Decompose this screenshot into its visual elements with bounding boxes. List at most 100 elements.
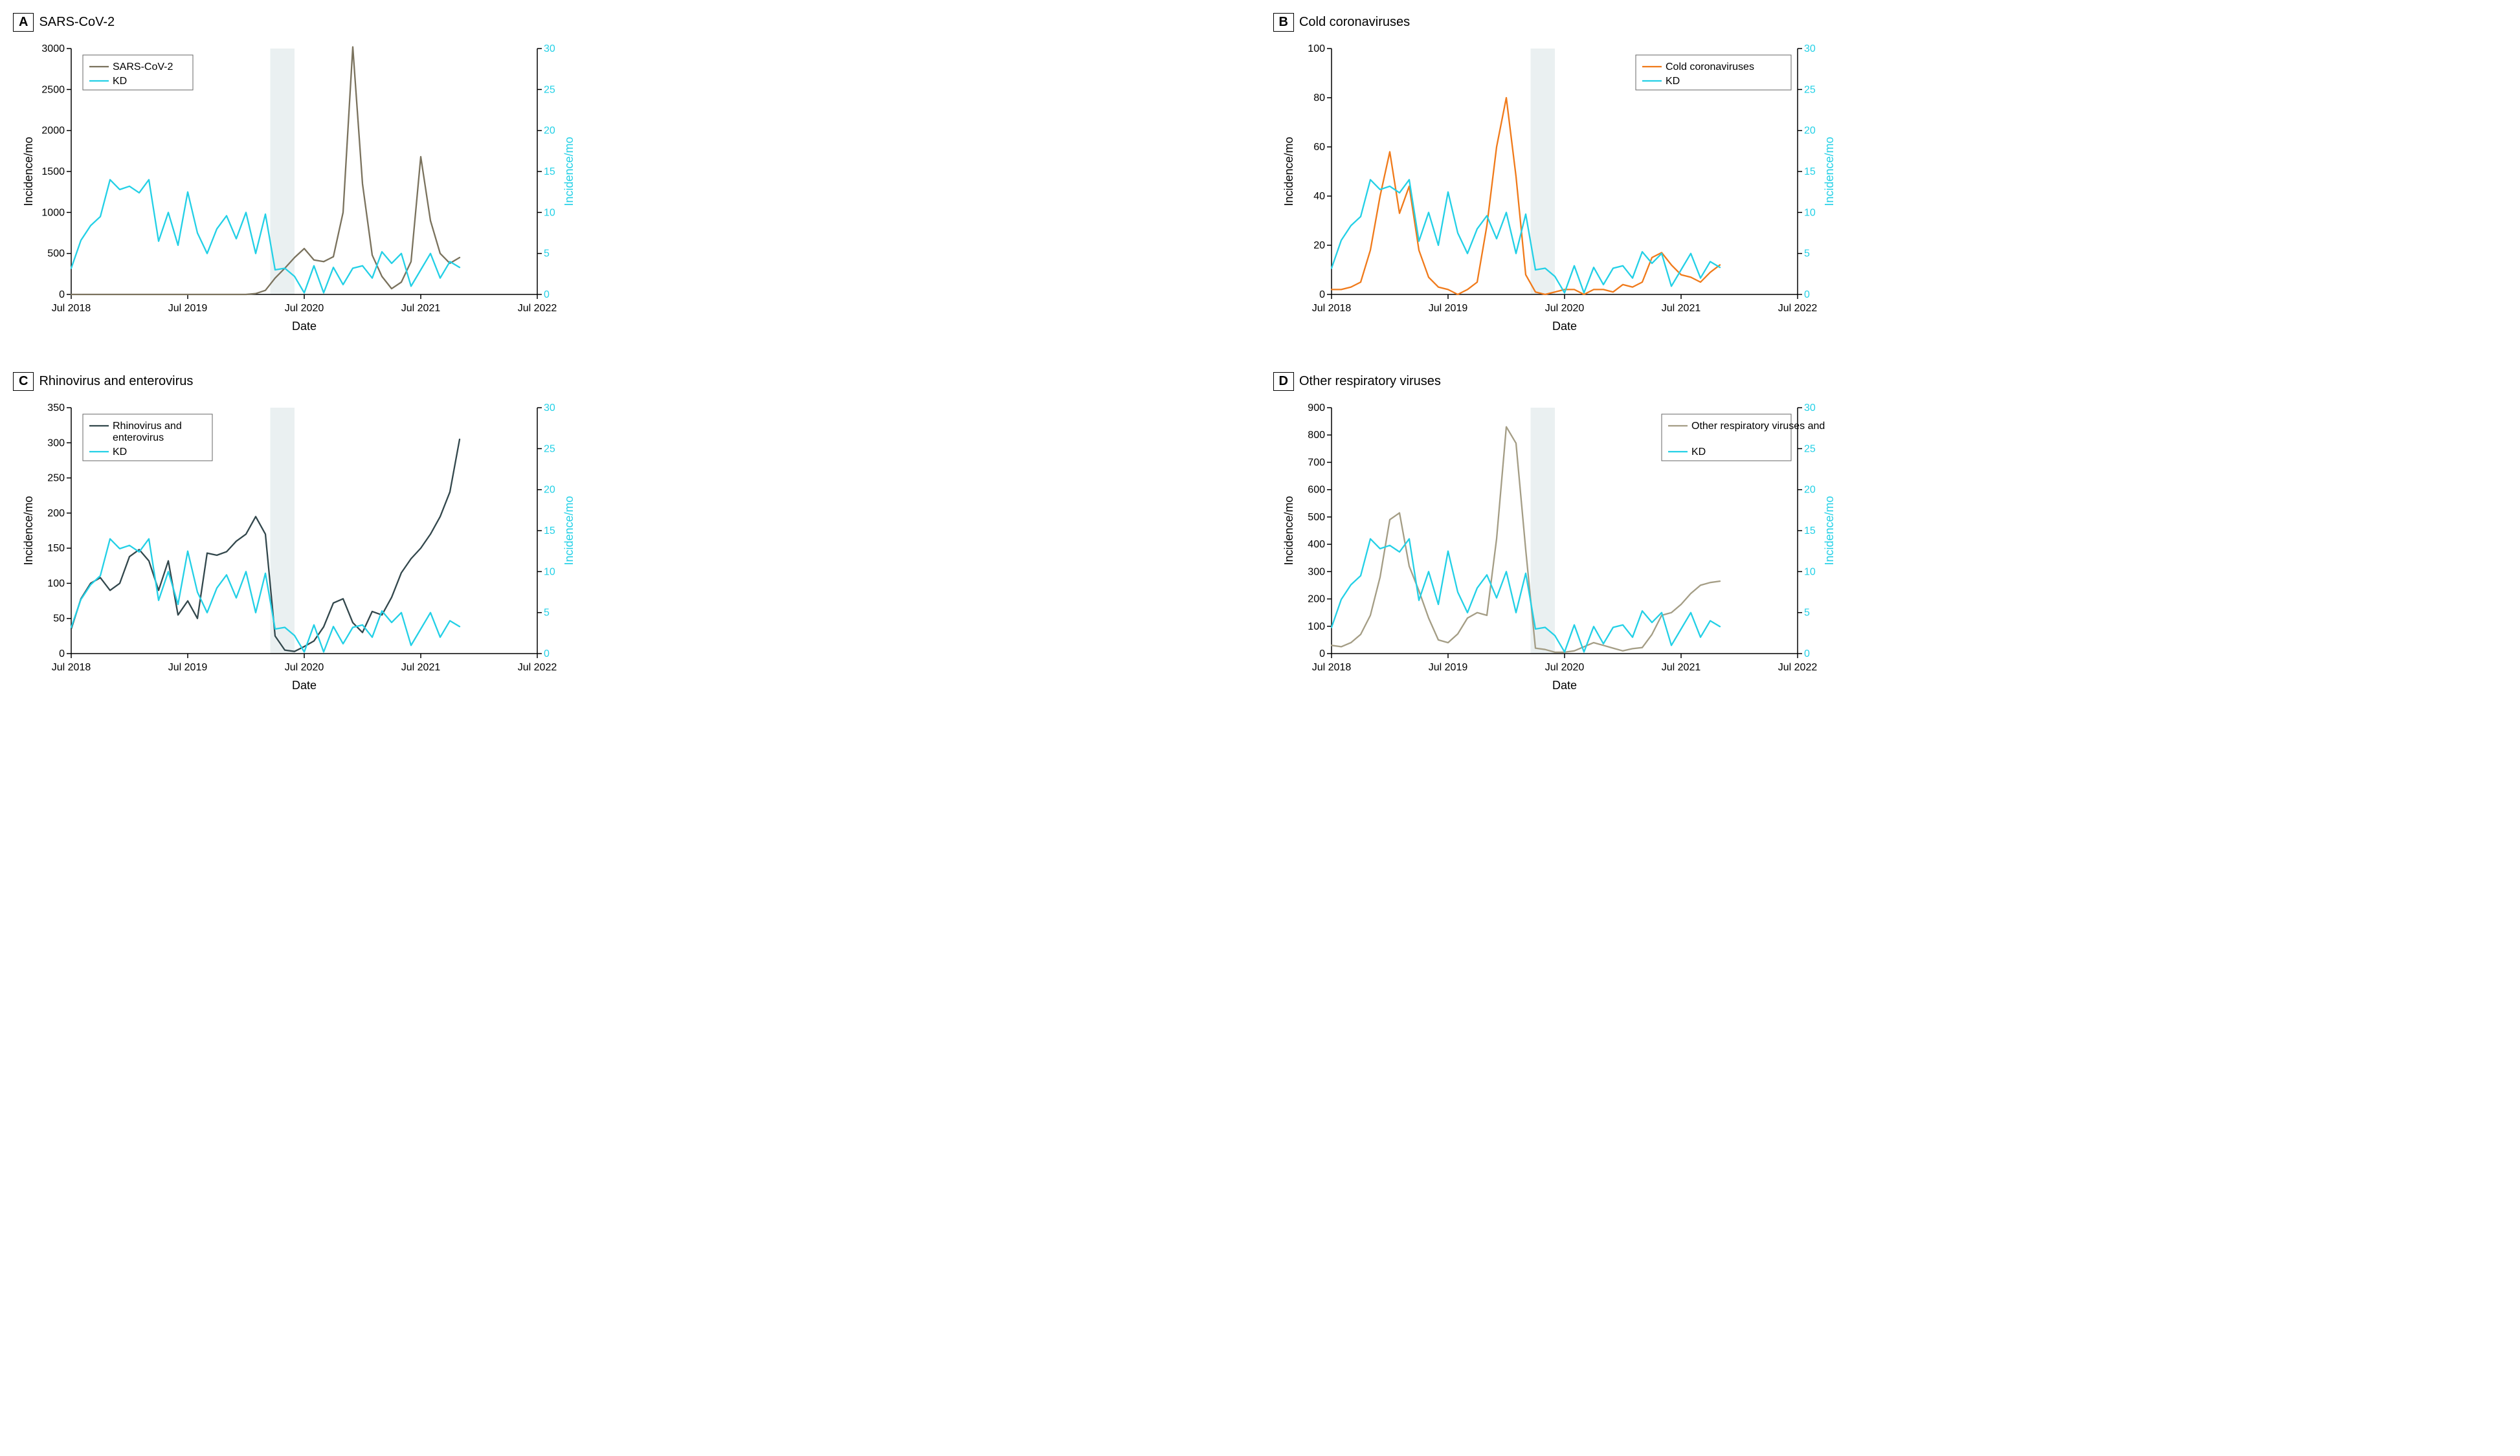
xtick: Jul 2020 xyxy=(285,662,324,673)
ytick-right: 10 xyxy=(1804,566,1816,577)
xtick: Jul 2020 xyxy=(1544,303,1584,314)
xtick: Jul 2022 xyxy=(518,303,557,314)
ytick-right: 5 xyxy=(544,248,550,259)
y-axis-left-title: Incidence/mo xyxy=(22,137,35,206)
ytick-right: 0 xyxy=(1804,648,1810,659)
legend-kd-label: KD xyxy=(113,447,127,458)
shaded-band xyxy=(1530,408,1555,654)
xtick: Jul 2019 xyxy=(1428,662,1467,673)
ytick-left: 700 xyxy=(1308,457,1325,468)
legend-series-label: Cold coronaviruses xyxy=(1666,61,1754,72)
y-axis-right-title: Incidence/mo xyxy=(563,137,575,206)
ytick-left: 2500 xyxy=(41,84,65,95)
xtick: Jul 2022 xyxy=(518,662,557,673)
panel-letter: C xyxy=(13,372,34,391)
y-axis-left-title: Incidence/mo xyxy=(1282,496,1295,565)
ytick-left: 0 xyxy=(1319,648,1325,659)
xtick: Jul 2018 xyxy=(52,303,91,314)
ytick-right: 25 xyxy=(1804,84,1816,95)
ytick-right: 15 xyxy=(1804,166,1816,177)
legend-series-label: SARS-CoV-2 xyxy=(113,61,173,72)
ytick-left: 200 xyxy=(47,508,65,519)
panel-grid: ASARS-CoV-2050010001500200025003000Incid… xyxy=(13,13,2507,718)
x-axis-title: Date xyxy=(1552,320,1576,333)
ytick-right: 5 xyxy=(1804,248,1810,259)
panel-C: CRhinovirus and enterovirus0501001502002… xyxy=(13,372,1247,718)
ytick-right: 25 xyxy=(544,84,555,95)
legend: Cold coronavirusesKD xyxy=(1636,55,1791,90)
ytick-left: 1500 xyxy=(41,166,65,177)
ytick-right: 5 xyxy=(1804,608,1810,619)
series-cold xyxy=(1332,98,1720,294)
legend-series-label-line2: enterovirus xyxy=(113,432,164,443)
ytick-left: 150 xyxy=(47,543,65,554)
ytick-left: 3000 xyxy=(41,43,65,54)
ytick-right: 30 xyxy=(544,43,555,54)
ytick-left: 80 xyxy=(1313,93,1325,104)
chart-svg: 0100200300400500600700800900Incidence/mo… xyxy=(1273,395,1856,718)
shaded-band xyxy=(1530,49,1555,294)
legend-series-label: Rhinovirus and xyxy=(113,421,182,432)
ytick-left: 0 xyxy=(1319,289,1325,300)
ytick-right: 0 xyxy=(544,289,550,300)
xtick: Jul 2020 xyxy=(285,303,324,314)
xtick: Jul 2020 xyxy=(1544,662,1584,673)
panel-header: D Other respiratory viruses xyxy=(1273,372,2508,391)
panel-B: BCold coronaviruses020406080100Incidence… xyxy=(1273,13,2508,359)
ytick-left: 100 xyxy=(47,578,65,589)
ytick-right: 30 xyxy=(1804,403,1816,414)
ytick-right: 15 xyxy=(544,525,555,536)
panel-header: C Rhinovirus and enterovirus xyxy=(13,372,1247,391)
y-axis-right-title: Incidence/mo xyxy=(563,496,575,565)
panel-title: Cold coronaviruses xyxy=(1299,15,1410,30)
ytick-left: 0 xyxy=(59,289,65,300)
shaded-band xyxy=(271,49,295,294)
legend-kd-label: KD xyxy=(1691,447,1706,458)
ytick-right: 15 xyxy=(544,166,555,177)
ytick-left: 600 xyxy=(1308,485,1325,496)
ytick-left: 400 xyxy=(1308,539,1325,550)
ytick-right: 30 xyxy=(544,403,555,414)
xtick: Jul 2019 xyxy=(168,303,208,314)
panel-letter: D xyxy=(1273,372,1294,391)
chart-svg: 050010001500200025003000Incidence/mo0510… xyxy=(13,36,596,359)
ytick-left: 0 xyxy=(59,648,65,659)
legend-series-label: Other respiratory viruses and xyxy=(1691,421,1825,432)
xtick: Jul 2019 xyxy=(1428,303,1467,314)
ytick-right: 25 xyxy=(1804,443,1816,454)
legend: Rhinovirus andenterovirus KD xyxy=(83,414,212,461)
ytick-left: 100 xyxy=(1308,621,1325,632)
ytick-left: 250 xyxy=(47,473,65,484)
legend-kd-label: KD xyxy=(113,76,127,87)
xtick: Jul 2018 xyxy=(52,662,91,673)
y-axis-left-title: Incidence/mo xyxy=(22,496,35,565)
ytick-left: 500 xyxy=(1308,512,1325,523)
ytick-left: 350 xyxy=(47,403,65,414)
panel-header: B Cold coronaviruses xyxy=(1273,13,2508,32)
xtick: Jul 2021 xyxy=(401,303,441,314)
xtick: Jul 2021 xyxy=(1661,662,1700,673)
panel-letter: B xyxy=(1273,13,1294,32)
ytick-right: 25 xyxy=(544,443,555,454)
panel-letter: A xyxy=(13,13,34,32)
xtick: Jul 2022 xyxy=(1778,303,1817,314)
y-axis-left-title: Incidence/mo xyxy=(1282,137,1295,206)
xtick: Jul 2019 xyxy=(168,662,208,673)
y-axis-right-title: Incidence/mo xyxy=(1823,137,1836,206)
ytick-right: 0 xyxy=(1804,289,1810,300)
ytick-left: 100 xyxy=(1308,43,1325,54)
ytick-left: 1000 xyxy=(41,207,65,218)
panel-header: A SARS-CoV-2 xyxy=(13,13,1247,32)
panel-title: Other respiratory viruses xyxy=(1299,374,1441,389)
chart-svg: 050100150200250300350Incidence/mo0510152… xyxy=(13,395,596,718)
chart-svg: 020406080100Incidence/mo051015202530Inci… xyxy=(1273,36,1856,359)
panel-title: SARS-CoV-2 xyxy=(39,15,115,30)
panel-title: Rhinovirus and enterovirus xyxy=(39,374,193,389)
ytick-right: 10 xyxy=(1804,207,1816,218)
ytick-left: 800 xyxy=(1308,430,1325,441)
xtick: Jul 2018 xyxy=(1311,662,1351,673)
x-axis-title: Date xyxy=(292,320,317,333)
panel-A: ASARS-CoV-2050010001500200025003000Incid… xyxy=(13,13,1247,359)
panel-D: DOther respiratory viruses01002003004005… xyxy=(1273,372,2508,718)
ytick-right: 5 xyxy=(544,608,550,619)
